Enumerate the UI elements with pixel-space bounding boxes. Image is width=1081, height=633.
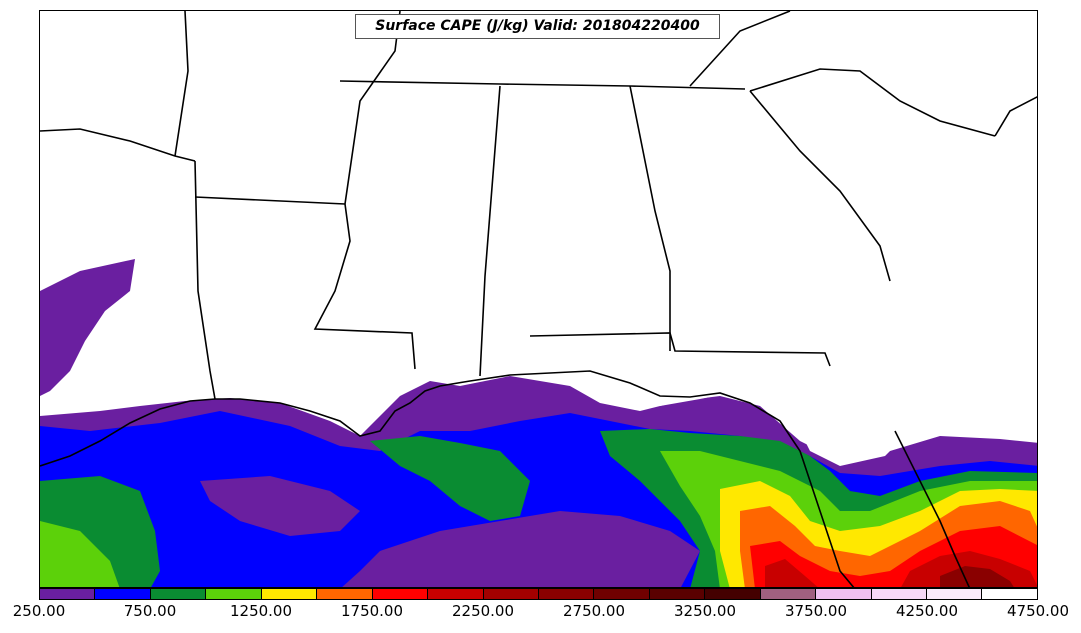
colorbar-tick-label: 750.00 bbox=[123, 602, 177, 620]
colorbar-swatch bbox=[372, 589, 429, 599]
colorbar-tick-label: 2250.00 bbox=[451, 602, 515, 620]
border-tn-nc bbox=[689, 11, 791, 87]
colorbar-swatch bbox=[760, 589, 817, 599]
border-al-fl bbox=[529, 332, 831, 367]
colorbar-tick-label: 250.00 bbox=[12, 602, 66, 620]
cape-fill-layer bbox=[40, 259, 1037, 587]
nc-coast bbox=[994, 96, 1037, 137]
colorbar-swatch bbox=[261, 589, 318, 599]
cape-region-250-inner bbox=[200, 476, 700, 587]
cape-region-4250 bbox=[940, 566, 1014, 587]
colorbar-tick-label: 3250.00 bbox=[673, 602, 737, 620]
border-tx-ok bbox=[40, 128, 196, 162]
colorbar-swatch bbox=[982, 589, 1037, 599]
border-ms-al bbox=[479, 85, 501, 377]
colorbar-tick-label: 3750.00 bbox=[784, 602, 848, 620]
border-ar-la bbox=[194, 196, 346, 205]
coastline bbox=[40, 370, 855, 587]
border-ok-ar bbox=[174, 11, 189, 157]
colorbar-swatch bbox=[816, 589, 872, 599]
colorbar-swatch bbox=[150, 589, 207, 599]
colorbar-swatch bbox=[594, 589, 650, 599]
border-tx-la bbox=[194, 160, 216, 400]
border-ga-sc bbox=[749, 90, 891, 282]
colorbar-swatch bbox=[649, 589, 706, 599]
colorbar-swatch bbox=[927, 589, 983, 599]
colorbar-tick-label: 1750.00 bbox=[340, 602, 404, 620]
colorbar-swatch bbox=[317, 589, 373, 599]
border-ms-river bbox=[313, 203, 416, 370]
colorbar-tick-label: 4250.00 bbox=[895, 602, 959, 620]
border-sc-nc bbox=[749, 68, 996, 137]
map-title: Surface CAPE (J/kg) Valid: 201804220400 bbox=[355, 14, 720, 39]
colorbar-tick-label: 1250.00 bbox=[229, 602, 293, 620]
colorbar-swatch bbox=[538, 589, 595, 599]
colorbar-swatch bbox=[95, 589, 151, 599]
colorbar-swatch bbox=[871, 589, 927, 599]
colorbar-tick-label: 2750.00 bbox=[562, 602, 626, 620]
colorbar-swatch bbox=[40, 589, 96, 599]
colorbar-swatch bbox=[428, 589, 484, 599]
colorbar-swatch bbox=[206, 589, 262, 599]
florida-east-coast bbox=[894, 430, 970, 587]
colorbar-swatch bbox=[705, 589, 761, 599]
border-tn-south bbox=[339, 80, 746, 90]
borders-layer bbox=[40, 11, 1037, 587]
colorbar bbox=[39, 588, 1038, 600]
map-panel bbox=[39, 10, 1038, 588]
colorbar-tick-label: 4750.00 bbox=[1006, 602, 1070, 620]
cape-map bbox=[40, 11, 1037, 587]
colorbar-swatch bbox=[483, 589, 539, 599]
border-al-ga bbox=[629, 85, 671, 351]
